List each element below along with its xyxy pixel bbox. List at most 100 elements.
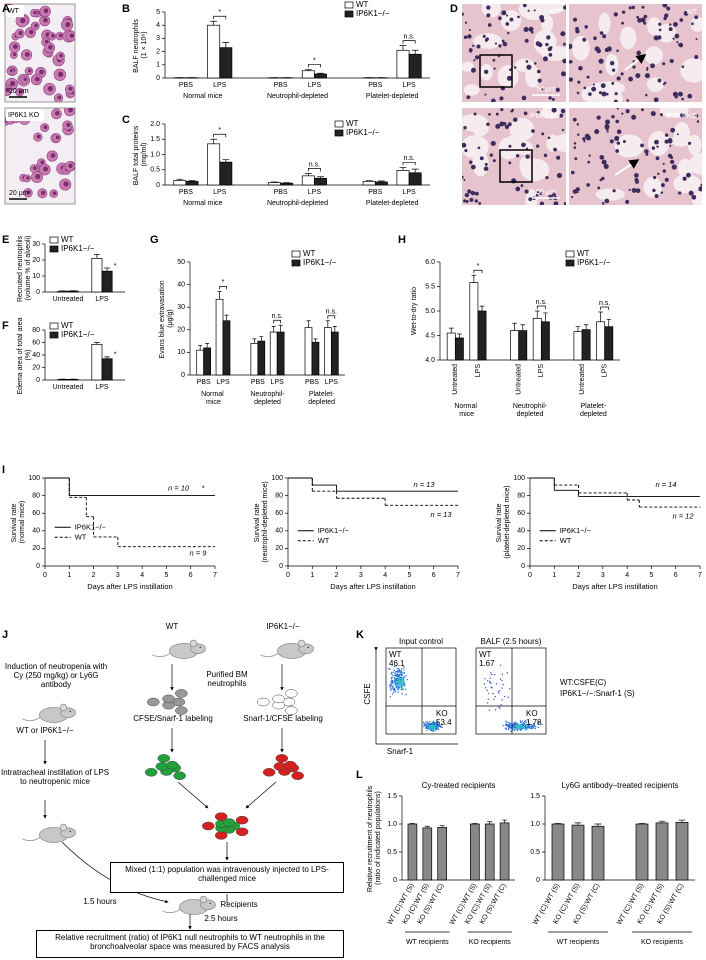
- error-bar: [411, 49, 419, 55]
- arrow: [624, 54, 647, 71]
- event-dot: [394, 684, 396, 686]
- significance-label: *: [313, 57, 316, 64]
- significance-label: *: [477, 263, 480, 270]
- nucleus: [462, 142, 467, 148]
- nucleus: [526, 64, 532, 70]
- nucleus: [27, 68, 32, 73]
- x-tick-label: 6: [674, 572, 678, 579]
- event-dot: [434, 729, 436, 732]
- bar: [301, 175, 315, 186]
- nucleus: [672, 37, 675, 40]
- nucleus: [535, 194, 539, 197]
- x-tick-label: Untreated: [452, 364, 459, 395]
- event-dot: [392, 686, 394, 689]
- event-dot: [441, 726, 443, 729]
- legend-label: WT: [75, 532, 87, 541]
- event-dot: [396, 671, 398, 673]
- error-bar: [217, 291, 222, 300]
- nucleus: [591, 86, 597, 92]
- nucleus: [569, 77, 573, 82]
- nucleus: [612, 189, 616, 193]
- event-dot: [517, 728, 519, 730]
- error-bar: [271, 326, 276, 333]
- event-dot: [401, 693, 403, 695]
- nucleus: [674, 95, 678, 99]
- y-tick-label: 0: [36, 563, 40, 570]
- y-tick-label: 20: [517, 545, 525, 552]
- event-dot: [516, 725, 518, 727]
- nucleus: [621, 112, 624, 115]
- nucleus: [659, 113, 663, 117]
- bar: [314, 177, 327, 186]
- y-tick-label: 20: [177, 327, 185, 334]
- legend-label: IP6K1−/−: [577, 258, 611, 267]
- event-dot: [390, 688, 392, 690]
- x-tick-label: 4: [140, 572, 144, 579]
- nucleus: [462, 175, 464, 179]
- nucleus: [641, 5, 645, 9]
- y-tick-label: 5: [156, 9, 160, 16]
- error-bar: [205, 343, 210, 348]
- x-tick-label: PBS: [179, 82, 193, 89]
- y-tick-label: 60: [517, 510, 525, 517]
- x-tick-label: 7: [456, 572, 460, 579]
- bar: [257, 340, 266, 376]
- event-dot: [541, 723, 543, 726]
- annotation: n = 13: [430, 510, 452, 519]
- event-dot: [488, 692, 490, 695]
- y-tick-label: 4.5: [425, 332, 435, 339]
- group-label: WT recipients: [557, 939, 600, 946]
- nucleus: [686, 172, 691, 178]
- event-dot: [519, 728, 522, 731]
- plot-title: Input control: [399, 637, 443, 646]
- event-dot: [403, 667, 405, 669]
- x-tick-label: 2: [577, 572, 581, 579]
- nucleus: [669, 23, 672, 26]
- neutrophil: [275, 754, 289, 763]
- chart-title: Ly6G antibody–treated recipients: [561, 781, 678, 790]
- nucleus: [621, 10, 626, 14]
- x-tick-label: 1: [552, 572, 556, 579]
- event-dot: [394, 689, 396, 692]
- y-tick-label: 3: [156, 35, 160, 42]
- y-axis-label: Survival rate (platelet-depleted mice): [496, 485, 511, 558]
- y-tick-label: 0: [536, 877, 540, 884]
- nucleus: [483, 69, 489, 75]
- bar: [276, 331, 285, 376]
- nucleus: [495, 112, 499, 116]
- x-tick-label: PBS: [305, 379, 319, 386]
- y-tick-label: 20: [32, 545, 40, 552]
- nucleus: [578, 66, 583, 71]
- legend-swatch: [291, 259, 301, 267]
- y-tick-label: 60: [32, 510, 40, 517]
- nucleus: [492, 159, 496, 163]
- event-dot: [519, 721, 522, 724]
- event-dot: [391, 680, 394, 682]
- nucleus: [575, 29, 580, 34]
- event-dot: [389, 668, 391, 670]
- event-dot: [403, 680, 405, 682]
- event-dot: [488, 680, 491, 682]
- diagram-text: 2.5 hours: [204, 914, 238, 923]
- event-dot: [397, 682, 400, 684]
- tissue: [462, 108, 566, 205]
- event-dot: [402, 682, 404, 684]
- event-dot: [394, 680, 397, 682]
- nucleus: [606, 46, 612, 52]
- nucleus: [515, 154, 520, 158]
- alveolus: [620, 26, 637, 50]
- x-tick-label: LPS: [325, 379, 339, 386]
- event-dot: [506, 672, 509, 674]
- nucleus: [611, 81, 615, 85]
- x-tick-label: Untreated: [579, 364, 586, 395]
- event-dot: [395, 683, 398, 686]
- nucleus: [507, 122, 512, 127]
- event-dot: [395, 673, 397, 675]
- nucleus: [561, 128, 565, 132]
- event-dot: [507, 721, 510, 724]
- y-tick-label: 2: [156, 48, 160, 55]
- error-bar: [252, 338, 257, 344]
- x-tick-label: 7: [213, 572, 217, 579]
- gate-value: 1.67: [479, 659, 495, 668]
